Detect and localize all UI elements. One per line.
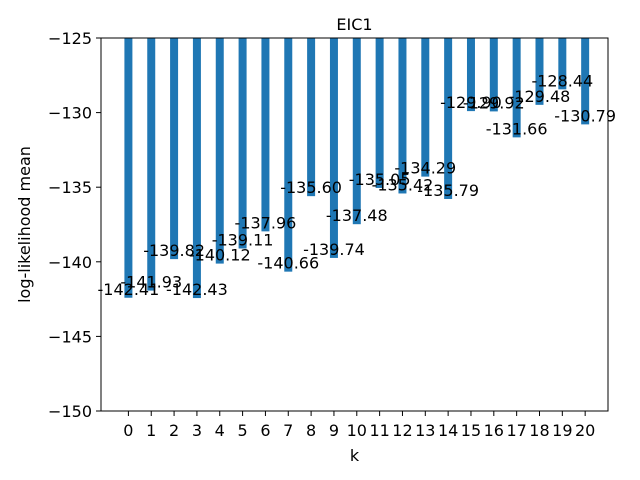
x-tick-label-8: 8 xyxy=(306,421,316,440)
bar-6 xyxy=(261,38,270,232)
data-label-8: -135.60 xyxy=(280,178,342,197)
data-label-7: -140.66 xyxy=(257,254,319,273)
y-axis-label: log-likelihood mean xyxy=(15,146,34,303)
y-tick-label--140: −140 xyxy=(48,253,92,272)
x-tick-label-14: 14 xyxy=(438,421,458,440)
x-tick-label-13: 13 xyxy=(415,421,435,440)
data-label-0: -142.41 xyxy=(98,280,160,299)
y-tick-label--125: −125 xyxy=(48,29,92,48)
data-label-14: -135.79 xyxy=(417,181,479,200)
bar-8 xyxy=(307,38,316,197)
data-label-18: -129.48 xyxy=(509,87,571,106)
bar-15 xyxy=(466,38,475,112)
bar-14 xyxy=(444,38,453,199)
data-label-13: -134.29 xyxy=(394,159,456,178)
axes-group xyxy=(100,37,609,412)
y-tick-label--135: −135 xyxy=(48,178,92,197)
bar-13 xyxy=(421,38,430,177)
bar-12 xyxy=(398,38,407,194)
x-axis-label: k xyxy=(350,446,360,465)
x-tick-label-20: 20 xyxy=(575,421,595,440)
y-tick-label--130: −130 xyxy=(48,104,92,123)
bar-2 xyxy=(170,38,179,260)
bars-group xyxy=(124,38,590,299)
data-label-16: -129.92 xyxy=(463,93,525,112)
data-label-11: -135.05 xyxy=(349,170,411,189)
data-label-20: -130.79 xyxy=(554,106,616,125)
bar-0 xyxy=(124,38,133,298)
x-tick-label-0: 0 xyxy=(123,421,133,440)
x-tick-label-6: 6 xyxy=(260,421,270,440)
data-label-6: -137.96 xyxy=(235,213,297,232)
x-tick-label-1: 1 xyxy=(146,421,156,440)
data-label-19: -128.44 xyxy=(531,71,593,90)
x-ticks: 0 1 2 3 4 5 6 7 8 9 10 11 12 13 14 15 16 17 18 19 20 xyxy=(123,411,595,440)
data-label-3: -142.43 xyxy=(166,280,228,299)
bar-5 xyxy=(238,38,247,249)
x-tick-label-16: 16 xyxy=(484,421,504,440)
y-tick-label--150: −150 xyxy=(48,402,92,421)
y-tick-label--145: −145 xyxy=(48,327,92,346)
x-tick-label-4: 4 xyxy=(215,421,225,440)
x-tick-label-15: 15 xyxy=(461,421,481,440)
plot-frame xyxy=(100,37,609,412)
bar-16 xyxy=(489,38,498,112)
data-label-10: -137.48 xyxy=(326,206,388,225)
bar-1 xyxy=(147,38,156,291)
bar-9 xyxy=(329,38,338,258)
data-label-17: -131.66 xyxy=(486,119,548,138)
bar-4 xyxy=(215,38,224,264)
x-tick-label-18: 18 xyxy=(529,421,549,440)
x-tick-label-10: 10 xyxy=(347,421,367,440)
bar-17 xyxy=(512,38,521,138)
bar-10 xyxy=(352,38,361,225)
x-tick-label-2: 2 xyxy=(169,421,179,440)
data-label-12: -135.42 xyxy=(372,175,434,194)
bar-20 xyxy=(581,38,590,125)
x-tick-label-12: 12 xyxy=(392,421,412,440)
data-label-1: -141.93 xyxy=(120,273,182,292)
x-tick-label-5: 5 xyxy=(238,421,248,440)
bar-3 xyxy=(192,38,201,299)
chart-title: EIC1 xyxy=(336,15,372,34)
y-ticks: −150 −145 −140 −135 −130 −125 xyxy=(48,29,101,421)
x-tick-label-7: 7 xyxy=(283,421,293,440)
x-tick-label-19: 19 xyxy=(552,421,572,440)
bar-11 xyxy=(375,38,384,188)
x-tick-label-3: 3 xyxy=(192,421,202,440)
x-tick-label-11: 11 xyxy=(369,421,389,440)
data-label-9: -139.74 xyxy=(303,240,365,259)
bar-18 xyxy=(535,38,544,105)
bar-19 xyxy=(558,38,567,90)
x-tick-label-17: 17 xyxy=(506,421,526,440)
data-label-15: -129.90 xyxy=(440,93,502,112)
data-label-4: -140.12 xyxy=(189,246,251,265)
data-label-2: -139.82 xyxy=(143,241,205,260)
bar-7 xyxy=(284,38,293,272)
data-labels-group: -142.41-141.93-139.82-142.43-140.12-139.… xyxy=(98,71,617,299)
x-tick-label-9: 9 xyxy=(329,421,339,440)
data-label-5: -139.11 xyxy=(212,231,274,250)
